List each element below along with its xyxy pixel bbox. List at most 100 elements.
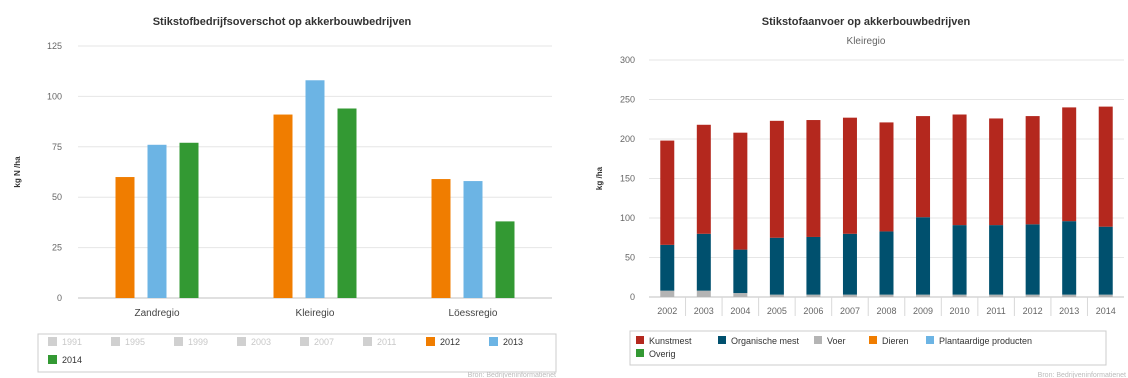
legend-swatch [636,336,644,344]
y-tick-label: 125 [47,41,62,51]
legend-swatch [48,337,57,346]
bar-2014-1 [337,108,357,298]
legend-label: 1999 [188,337,208,347]
bar-2013-2 [463,181,483,298]
bar-segment-voer-9 [989,294,1004,297]
chart-title: Stikstofaanvoer op akkerbouwbedrijven [762,16,971,28]
legend-swatch [869,336,877,344]
legend-box [629,330,1107,366]
bar-2013-0 [147,144,167,298]
legend-swatch [111,337,120,346]
bar-segment-organische-mest-11 [1062,221,1077,295]
legend-label: 2003 [251,337,271,347]
x-category-label: 2006 [803,306,823,316]
bar-segment-voer-5 [842,294,857,297]
bar-segment-organische-mest-3 [769,237,784,295]
bar-segment-organische-mest-9 [989,225,1004,295]
bar-segment-kunstmest-11 [1062,107,1077,222]
legend-label: Organische mest [731,336,800,346]
bar-segment-kunstmest-8 [952,114,967,226]
bar-2014-0 [179,142,199,298]
bar-segment-voer-8 [952,294,967,297]
legend-label: 1995 [125,337,145,347]
x-category-label: 2007 [840,306,860,316]
legend-swatch [718,336,726,344]
nitrogen-surplus-chart: Stikstofbedrijfsoverschot op akkerbouwbe… [13,16,557,378]
source-credit: Bron: Bedrijveninformatienet [1038,372,1126,378]
x-category-label: 2014 [1096,306,1116,316]
x-category-label: 2002 [657,306,677,316]
legend-swatch [926,336,934,344]
bar-segment-voer-6 [879,294,894,297]
legend-swatch [300,337,309,346]
bar-segment-voer-0 [660,290,675,297]
legend-box [37,333,557,373]
bar-segment-voer-4 [806,294,821,297]
x-category-label: Zandregio [134,308,179,319]
y-tick-label: 300 [620,55,635,65]
bar-segment-organische-mest-10 [1025,224,1040,295]
y-tick-label: 25 [52,243,62,253]
bar-segment-voer-1 [696,290,711,297]
bar-segment-voer-11 [1062,294,1077,297]
legend-label: Plantaardige producten [939,336,1032,346]
bar-segment-kunstmest-12 [1098,106,1113,227]
source-credit: Bron: Bedrijveninformatienet [468,372,556,378]
bar-2012-1 [273,114,293,298]
bar-segment-organische-mest-4 [806,236,821,295]
x-category-label: 2004 [730,306,750,316]
bar-2014-2 [495,221,515,298]
y-axis-label: kg /ha [595,166,604,190]
bar-segment-voer-12 [1098,294,1113,297]
bar-segment-organische-mest-1 [696,233,711,291]
bar-2012-0 [115,177,135,298]
y-tick-label: 0 [630,292,635,302]
nitrogen-input-chart: Stikstofaanvoer op akkerbouwbedrijven Kle… [595,16,1126,378]
bar-segment-kunstmest-5 [842,117,857,234]
y-tick-label: 150 [620,174,635,184]
bar-segment-organische-mest-0 [660,244,675,291]
y-tick-label: 75 [52,142,62,152]
bar-segment-kunstmest-6 [879,122,894,232]
bar-segment-voer-2 [733,293,748,297]
chart-subtitle: Kleiregio [847,36,886,47]
y-tick-label: 250 [620,95,635,105]
legend-swatch [814,336,822,344]
bar-segment-kunstmest-10 [1025,116,1040,225]
bar-segment-kunstmest-3 [769,120,784,238]
bar-segment-organische-mest-5 [842,233,857,295]
legend-label: 1991 [62,337,82,347]
legend-label: 2012 [440,337,460,347]
legend-swatch [48,355,57,364]
bar-segment-kunstmest-9 [989,118,1004,226]
bar-2012-2 [431,179,451,298]
bar-segment-voer-3 [769,294,784,297]
legend-swatch [237,337,246,346]
bar-segment-organische-mest-7 [916,217,931,295]
bar-segment-organische-mest-8 [952,225,967,295]
x-category-label: Kleiregio [296,308,335,319]
x-category-label: 2011 [986,306,1005,316]
bar-segment-kunstmest-0 [660,140,675,245]
bar-segment-kunstmest-2 [733,132,748,250]
legend-label: 2007 [314,337,334,347]
x-category-label: 2008 [876,306,896,316]
legend-swatch [489,337,498,346]
x-category-label: 2003 [694,306,714,316]
x-category-label: 2005 [767,306,787,316]
bar-segment-kunstmest-7 [916,116,931,218]
legend-label: Dieren [882,336,909,346]
bar-segment-voer-7 [916,294,931,297]
chart-right-panel: Stikstofaanvoer op akkerbouwbedrijven Kle… [564,0,1128,378]
y-tick-label: 100 [620,213,635,223]
legend-label: 2014 [62,355,82,365]
legend-label: Kunstmest [649,336,692,346]
legend-swatch [426,337,435,346]
y-tick-label: 200 [620,134,635,144]
chart-left-panel: Stikstofbedrijfsoverschot op akkerbouwbe… [13,16,557,378]
y-tick-label: 100 [47,91,62,101]
legend-swatch [174,337,183,346]
bar-segment-organische-mest-12 [1098,226,1113,295]
x-category-label: Löessregio [449,308,498,319]
y-axis-label: kg N /ha [13,156,22,188]
